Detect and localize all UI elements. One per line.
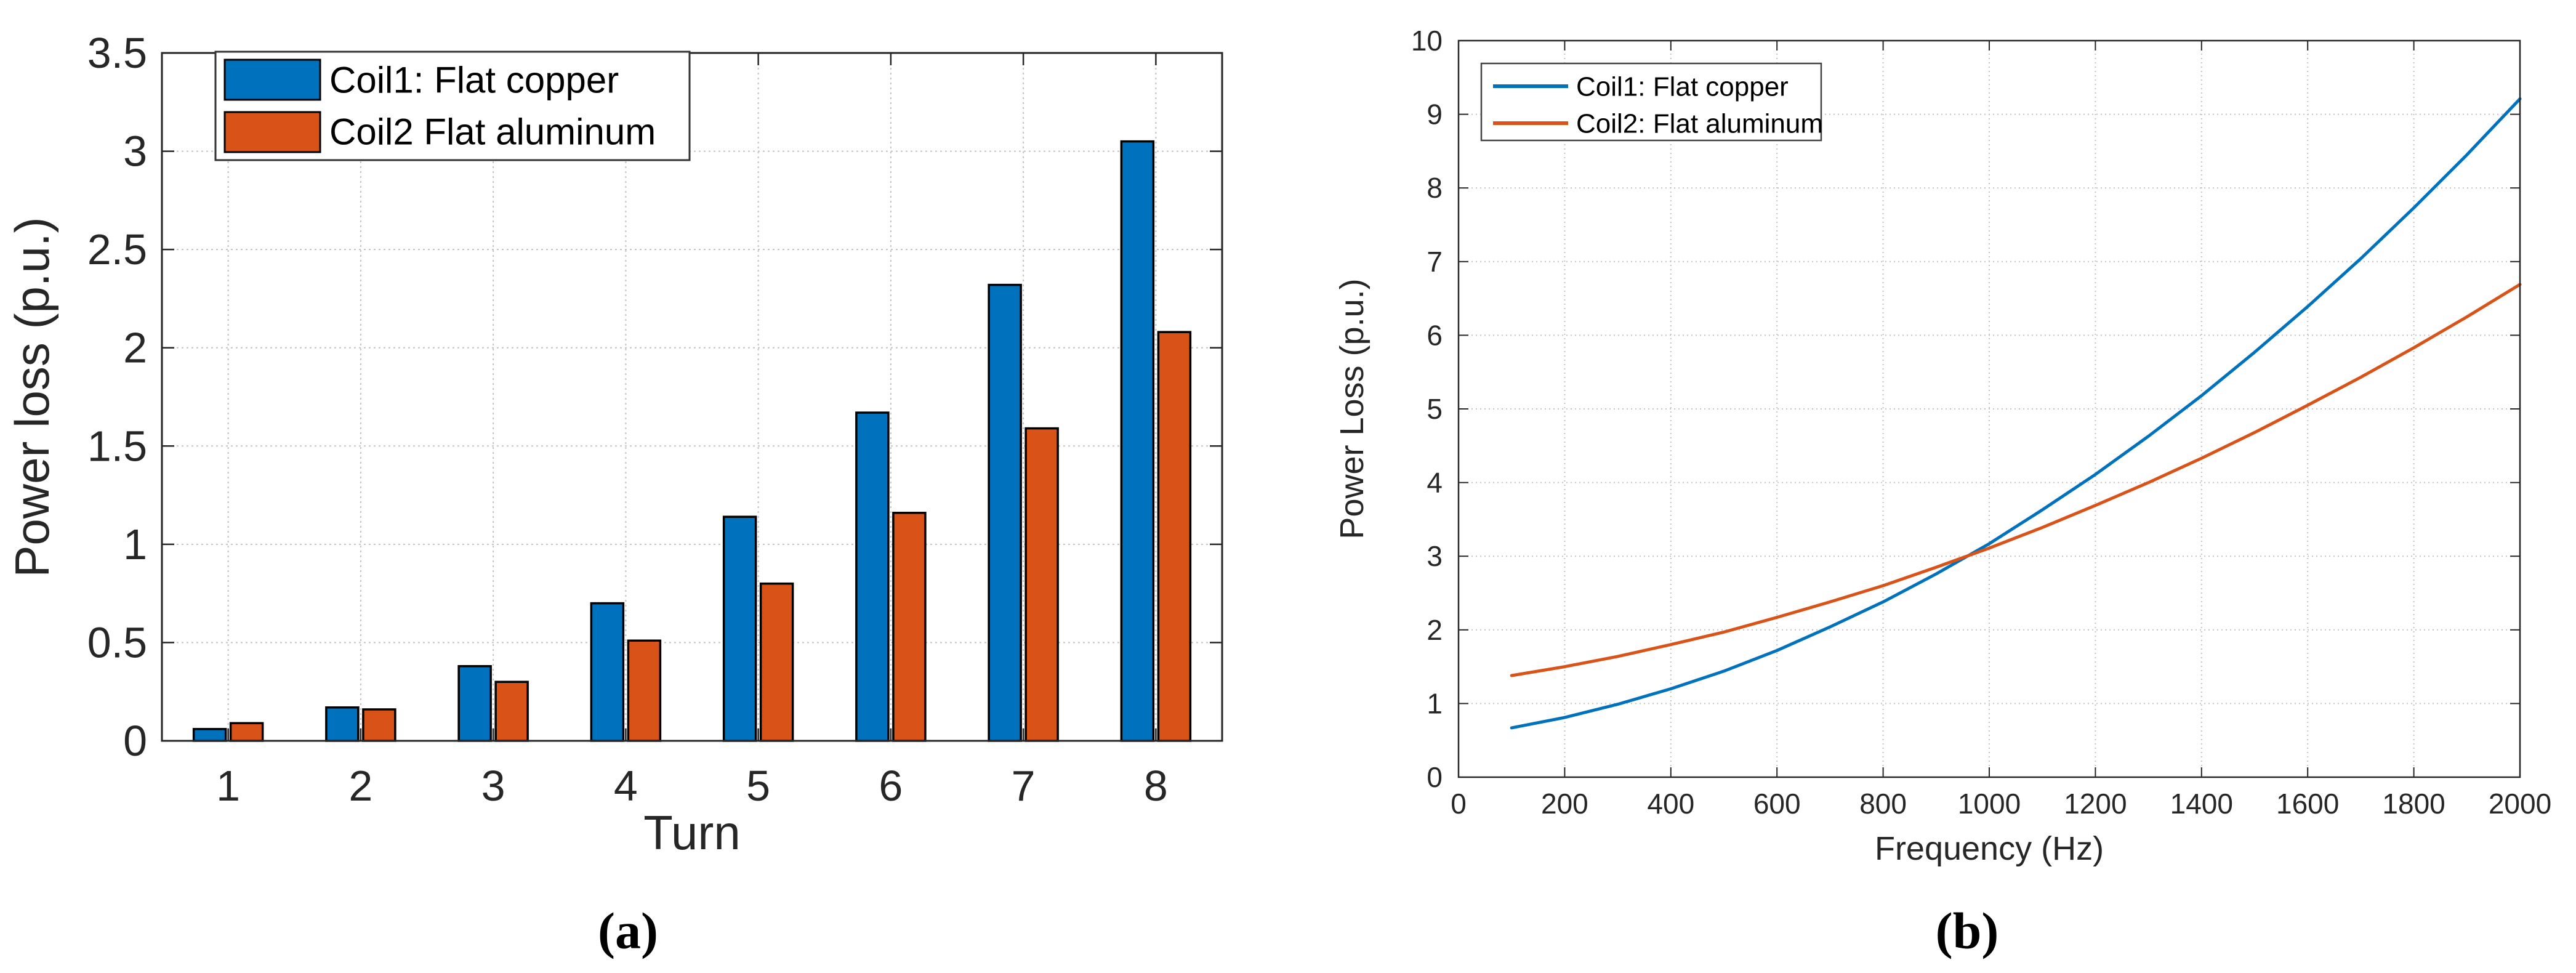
y-tick-label: 8 bbox=[1427, 172, 1443, 204]
bar-coil2 bbox=[627, 639, 662, 742]
y-tick-label: 0.5 bbox=[87, 618, 147, 666]
y-tick-label: 10 bbox=[1411, 25, 1443, 57]
y-tick-label: 1 bbox=[1427, 687, 1443, 719]
x-tick-label: 1600 bbox=[2276, 788, 2339, 820]
y-tick-label: 2.5 bbox=[87, 225, 147, 273]
legend-swatch-coil1 bbox=[223, 59, 321, 101]
panel-caption-a: (a) bbox=[598, 903, 658, 960]
y-tick-label: 0 bbox=[1427, 761, 1443, 793]
x-tick-label: 1200 bbox=[2064, 788, 2127, 820]
legend-a: Coil1: Flat copper Coil2 Flat aluminum bbox=[214, 50, 691, 161]
bar-coil2 bbox=[494, 680, 529, 742]
y-tick-label: 1 bbox=[123, 520, 147, 568]
bar-coil1 bbox=[325, 706, 360, 742]
series-line-coil1 bbox=[1510, 97, 2522, 730]
x-tick-label: 4 bbox=[614, 762, 638, 810]
line-chart-panel: 0 200 400 600 800 1000 1200 1400 1600 1800 2000 0 1 2… bbox=[1334, 25, 2551, 960]
bar-coil1 bbox=[1120, 140, 1155, 742]
y-tick-label: 9 bbox=[1427, 99, 1443, 131]
line-plot-area: 0 200 400 600 800 1000 1200 1400 1600 1800 2000 0 1 2… bbox=[1411, 25, 2551, 820]
y-tick-label: 3 bbox=[123, 127, 147, 176]
legend-b: Coil1: Flat copper Coil2: Flat aluminum bbox=[1480, 62, 1823, 142]
bar-plot-area: 0 0.5 1 1.5 2 2.5 3 3.5 1 2 3 4 5 6 7 8 bbox=[87, 29, 1223, 810]
x-tick-label: 6 bbox=[879, 762, 903, 810]
y-tick-label: 6 bbox=[1427, 319, 1443, 351]
y-axis-label: Power Loss (p.u.) bbox=[1334, 278, 1371, 539]
legend-label-coil1: Coil1: Flat copper bbox=[329, 60, 619, 101]
x-tick-label: 1800 bbox=[2382, 788, 2445, 820]
x-tick-label: 2 bbox=[348, 762, 372, 810]
legend-label-coil1: Coil1: Flat copper bbox=[1576, 72, 1789, 102]
x-tick-label: 2000 bbox=[2489, 788, 2551, 820]
x-tick-label: 0 bbox=[1451, 788, 1467, 820]
bar-coil1 bbox=[590, 602, 625, 742]
x-tick-label: 1000 bbox=[1958, 788, 2021, 820]
bar-coil1 bbox=[855, 411, 890, 742]
x-tick-label: 5 bbox=[746, 762, 770, 810]
bar-coil2 bbox=[229, 722, 264, 742]
bar-coil2 bbox=[892, 512, 927, 742]
y-tick-label: 0 bbox=[123, 717, 147, 765]
x-axis-label: Turn bbox=[643, 805, 741, 860]
x-tick-label: 8 bbox=[1144, 762, 1168, 810]
y-tick-label: 7 bbox=[1427, 246, 1443, 278]
x-tick-label: 200 bbox=[1541, 788, 1588, 820]
bar-coil2 bbox=[759, 582, 794, 742]
x-tick-label: 600 bbox=[1753, 788, 1801, 820]
x-tick-label: 800 bbox=[1859, 788, 1907, 820]
legend-label-coil2: Coil2: Flat aluminum bbox=[1576, 109, 1823, 139]
plot-frame bbox=[161, 52, 1223, 742]
x-tick-label: 400 bbox=[1647, 788, 1694, 820]
x-tick-label: 1400 bbox=[2170, 788, 2233, 820]
y-tick-label: 2 bbox=[1427, 614, 1443, 646]
series-line-coil2 bbox=[1510, 283, 2522, 677]
panel-caption-b: (b) bbox=[1936, 903, 1999, 960]
legend-box bbox=[1480, 62, 1822, 142]
y-tick-label: 1.5 bbox=[87, 422, 147, 470]
y-tick-label: 3 bbox=[1427, 540, 1443, 572]
x-tick-label: 3 bbox=[481, 762, 505, 810]
bar-coil1 bbox=[722, 515, 757, 742]
y-tick-label: 4 bbox=[1427, 467, 1443, 499]
bar-coil1 bbox=[988, 283, 1022, 742]
bar-coil1 bbox=[457, 664, 492, 742]
y-tick-label: 5 bbox=[1427, 393, 1443, 425]
bar-chart-panel: 0 0.5 1 1.5 2 2.5 3 3.5 1 2 3 4 5 6 7 8 Coil1: Flat cop… bbox=[5, 29, 1223, 960]
legend-label-coil2: Coil2 Flat aluminum bbox=[329, 111, 656, 153]
x-axis-label: Frequency (Hz) bbox=[1875, 830, 2104, 867]
y-tick-label: 3.5 bbox=[87, 29, 147, 77]
x-tick-label: 1 bbox=[216, 762, 240, 810]
bar-coil2 bbox=[1157, 331, 1192, 742]
bar-coil2 bbox=[1024, 427, 1059, 742]
y-axis-label: Power loss (p.u.) bbox=[5, 217, 59, 577]
legend-swatch-coil2 bbox=[223, 111, 321, 153]
bar-coil2 bbox=[362, 708, 396, 742]
bar-coil1 bbox=[192, 728, 227, 742]
y-tick-label: 2 bbox=[123, 324, 147, 372]
x-tick-label: 7 bbox=[1012, 762, 1036, 810]
